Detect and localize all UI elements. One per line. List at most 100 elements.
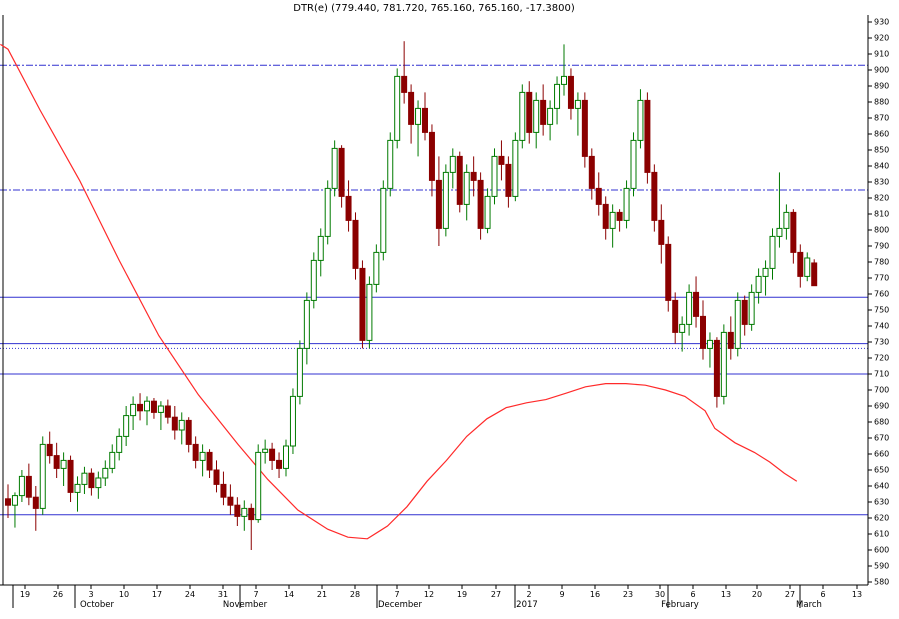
candle-body (720, 331, 727, 397)
candle-body (5, 498, 11, 506)
axes (0, 15, 869, 586)
candle-body (116, 435, 123, 453)
candle-body (567, 75, 574, 109)
y-tick-label: 740 (874, 322, 889, 331)
y-tick-label: 770 (874, 274, 889, 283)
y-tick-label: 930 (874, 18, 889, 27)
candle-body (776, 227, 783, 237)
candle-body (686, 291, 693, 325)
candle-body (456, 155, 463, 205)
candle-body (442, 171, 449, 229)
candle-body (519, 91, 526, 141)
candle-body (422, 107, 428, 133)
x-tick-label: 13 (852, 590, 862, 599)
candle-body (164, 405, 171, 418)
x-tick-label: 28 (350, 590, 360, 599)
chart-title: DTR(e) (779.440, 781.720, 765.160, 765.1… (293, 3, 575, 14)
candle-body (401, 75, 408, 93)
candle-body (477, 179, 484, 229)
candle-body (734, 299, 741, 349)
candle-body (672, 299, 679, 333)
month-label: November (223, 600, 268, 610)
candle-body (206, 451, 213, 471)
candle-body (255, 451, 262, 521)
month-axis: October November December 2017 February March (12, 585, 822, 610)
y-tick-label: 610 (874, 530, 889, 539)
x-tick-label: 30 (655, 590, 665, 599)
candle-body (39, 443, 46, 509)
candle-body (248, 507, 255, 521)
x-tick-label: 2 (526, 590, 531, 599)
candle-body (623, 187, 630, 221)
candle-body (797, 251, 804, 277)
y-tick-label: 780 (874, 258, 889, 267)
candle-body (755, 275, 762, 293)
candle-body (748, 291, 755, 325)
candle-body (435, 179, 442, 229)
x-tick-label: 27 (491, 590, 501, 599)
candle-body (53, 455, 60, 469)
x-tick-label: 21 (317, 590, 327, 599)
candle-body (700, 315, 706, 349)
candle-body (526, 91, 533, 133)
candle-body (352, 219, 359, 269)
y-tick-label: 760 (874, 290, 889, 299)
candle-body (581, 99, 588, 157)
candle-body (241, 507, 248, 517)
candle-body (644, 99, 651, 173)
y-axis-labels: 930 920 910 900 890 880 870 860 850 840 830 820 810 8… (868, 18, 889, 587)
x-tick-label: 6 (820, 590, 825, 599)
candle-body (449, 155, 456, 173)
y-tick-label: 730 (874, 338, 889, 347)
month-label: February (661, 600, 699, 610)
candle-body (32, 496, 39, 509)
candles-layer (5, 41, 818, 550)
candle-body (46, 443, 53, 457)
candle-body (157, 405, 164, 413)
x-tick-label: 20 (752, 590, 762, 599)
x-tick-label: 17 (152, 590, 162, 599)
candle-body (88, 472, 95, 489)
candle-body (609, 211, 616, 229)
candle-body (144, 400, 150, 412)
candle-body (324, 187, 331, 237)
candle-body (123, 415, 130, 437)
candle-body (345, 195, 352, 221)
candle-body (741, 299, 748, 325)
candle-body (394, 75, 401, 141)
y-tick-label: 810 (874, 210, 889, 219)
candle-body (102, 467, 109, 479)
x-tick-label: 27 (785, 590, 795, 599)
y-tick-label: 840 (874, 162, 889, 171)
candle-body (11, 495, 18, 506)
y-tick-label: 670 (874, 434, 889, 443)
y-tick-label: 640 (874, 482, 889, 491)
y-tick-label: 660 (874, 450, 889, 459)
candle-body (150, 400, 157, 413)
candle-body (283, 445, 289, 469)
x-tick-label: 9 (559, 590, 564, 599)
candle-body (658, 219, 665, 245)
month-label: December (378, 600, 423, 610)
candle-body (630, 139, 637, 189)
candle-body (693, 291, 700, 317)
y-tick-label: 590 (874, 562, 889, 571)
y-tick-label: 910 (874, 50, 889, 59)
candle-body (269, 448, 276, 461)
candle-body (428, 131, 435, 181)
candle-body (109, 451, 116, 469)
candle-body (505, 163, 512, 197)
y-tick-label: 750 (874, 306, 889, 315)
candle-body (637, 99, 644, 141)
candle-body (18, 475, 25, 497)
candle-body (359, 267, 366, 341)
candle-body (470, 171, 477, 181)
x-tick-label: 14 (284, 590, 294, 599)
candle-body (512, 139, 519, 197)
x-tick-label: 24 (185, 590, 195, 599)
candle-body (713, 339, 720, 397)
candle-body (415, 107, 422, 125)
x-tick-label: 7 (253, 590, 258, 599)
candle-body (380, 187, 387, 253)
x-tick-label: 10 (119, 590, 129, 599)
